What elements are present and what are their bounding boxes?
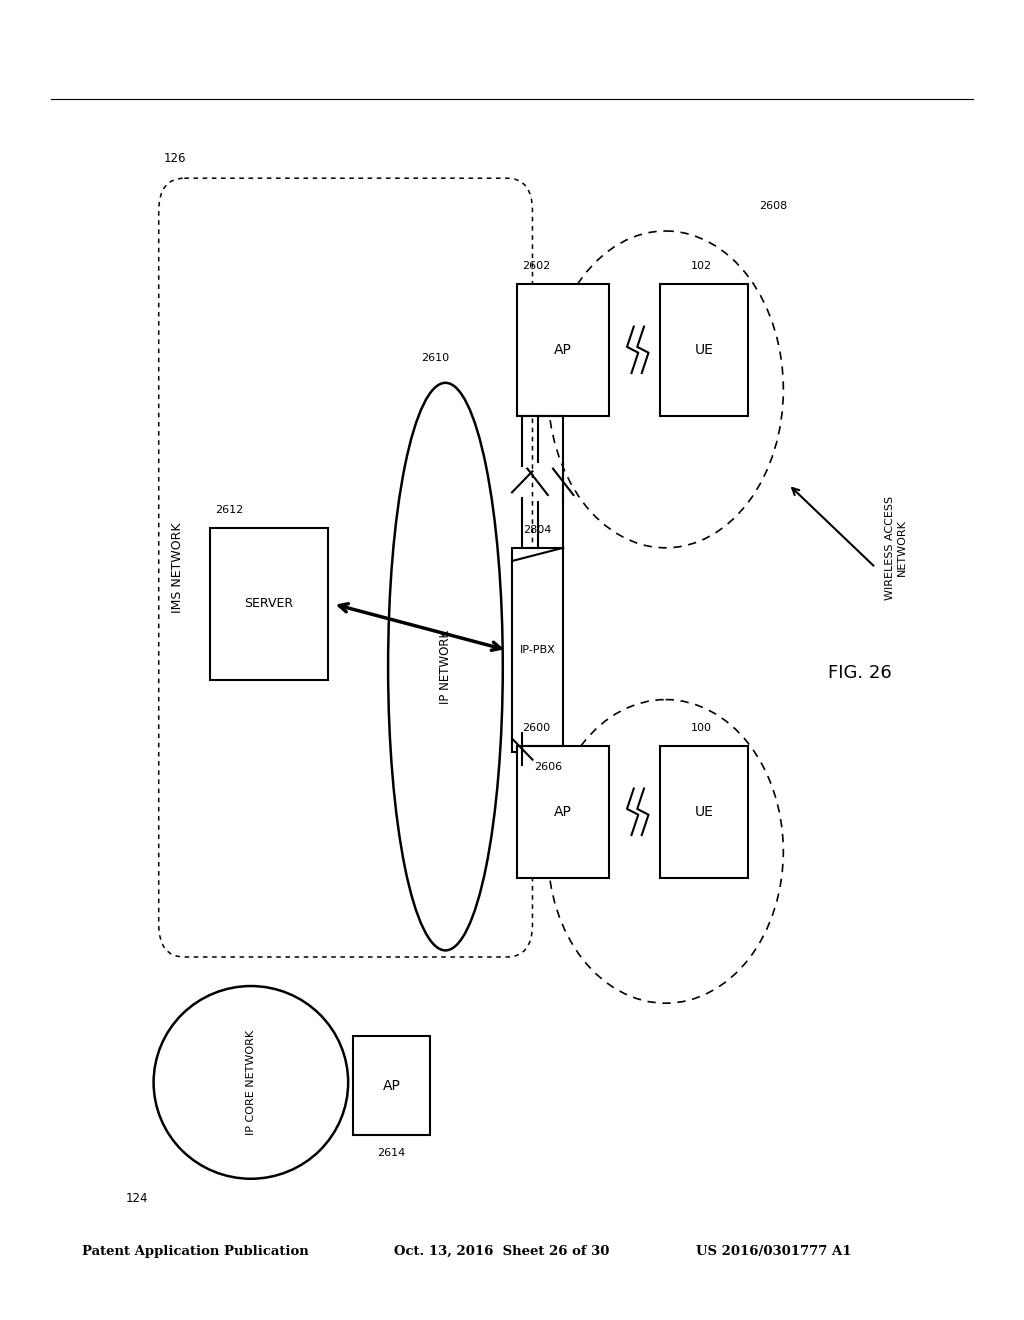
Text: Patent Application Publication: Patent Application Publication <box>82 1245 308 1258</box>
Bar <box>660 284 748 416</box>
Text: FIG. 26: FIG. 26 <box>828 664 892 682</box>
Text: AP: AP <box>383 1078 400 1093</box>
Bar <box>660 746 748 878</box>
Text: 2608: 2608 <box>759 201 787 211</box>
Text: SERVER: SERVER <box>245 598 293 610</box>
Bar <box>512 548 563 752</box>
Text: AP: AP <box>554 805 572 818</box>
Text: 102: 102 <box>691 260 713 271</box>
Ellipse shape <box>154 986 348 1179</box>
Text: 2602: 2602 <box>522 260 551 271</box>
Bar <box>210 528 328 680</box>
Ellipse shape <box>388 383 503 950</box>
Text: 2614: 2614 <box>378 1148 406 1159</box>
Text: IP-PBX: IP-PBX <box>520 645 555 655</box>
Text: 2610: 2610 <box>421 352 450 363</box>
Bar <box>517 284 609 416</box>
Text: IP CORE NETWORK: IP CORE NETWORK <box>246 1030 256 1135</box>
Text: WIRELESS ACCESS
NETWORK: WIRELESS ACCESS NETWORK <box>885 496 907 599</box>
Text: 126: 126 <box>164 152 186 165</box>
Bar <box>517 746 609 878</box>
Text: Oct. 13, 2016  Sheet 26 of 30: Oct. 13, 2016 Sheet 26 of 30 <box>394 1245 609 1258</box>
Text: 2804: 2804 <box>523 524 552 535</box>
Text: 2612: 2612 <box>215 504 244 515</box>
Text: AP: AP <box>554 343 572 356</box>
Text: UE: UE <box>694 805 714 818</box>
Text: 100: 100 <box>691 722 713 733</box>
Text: 2600: 2600 <box>522 722 550 733</box>
Bar <box>353 1036 430 1135</box>
Text: IMS NETWORK: IMS NETWORK <box>171 523 183 612</box>
Text: IP NETWORK: IP NETWORK <box>439 630 452 704</box>
Text: 124: 124 <box>126 1192 148 1205</box>
Text: 2606: 2606 <box>535 762 562 772</box>
Text: UE: UE <box>694 343 714 356</box>
Text: US 2016/0301777 A1: US 2016/0301777 A1 <box>696 1245 852 1258</box>
